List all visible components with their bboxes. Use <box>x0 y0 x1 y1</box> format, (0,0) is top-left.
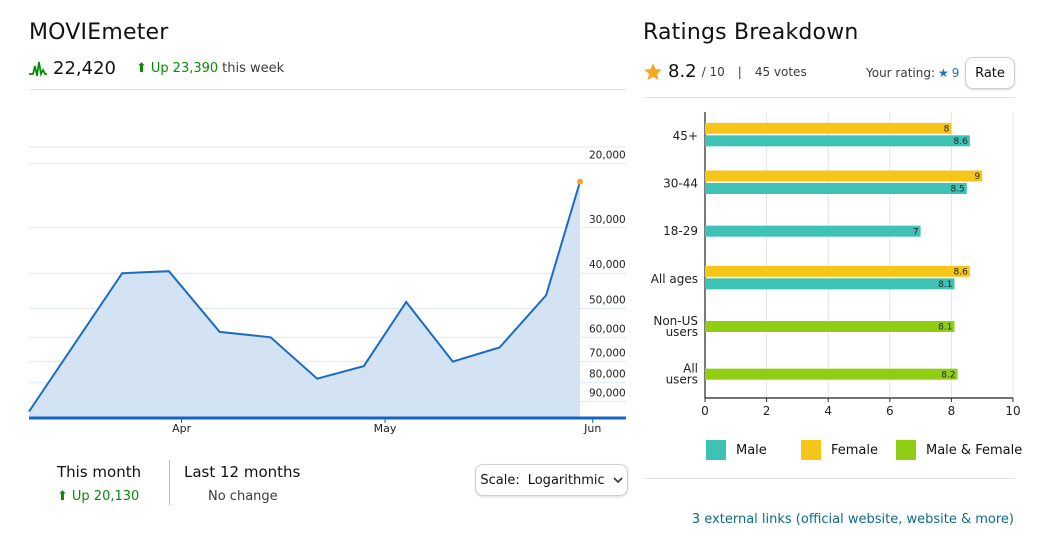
separator: | <box>737 64 742 79</box>
ratings-bottom-divider <box>643 478 1015 479</box>
bar-value-label: 8.1 <box>938 280 952 290</box>
moviemeter-rank: 22,420 <box>53 58 116 79</box>
x-tick-label: 2 <box>763 404 771 418</box>
moviemeter-chart: 20,000 30,000 40,000 50,000 60,000 70,000 80,0… <box>28 146 626 435</box>
category-label: 45+ <box>673 129 698 143</box>
x-tick-label: Apr <box>172 422 192 435</box>
category-label: 18-29 <box>663 224 698 238</box>
legend-both-swatch <box>896 440 916 460</box>
y-tick-label: 70,000 <box>589 348 626 360</box>
moviemeter-title: MOVIEmeter <box>29 20 169 45</box>
bar <box>705 265 970 277</box>
category-label: 30-44 <box>663 177 698 191</box>
vote-count: 45 votes <box>754 64 807 79</box>
category-label: All ages <box>651 272 698 286</box>
bar-value-label: 8.6 <box>954 137 969 147</box>
scale-label: Scale: <box>480 472 520 488</box>
series-line <box>28 181 581 413</box>
scale-value: Logarithmic <box>527 472 605 488</box>
blue-star-icon: ★ <box>938 66 949 80</box>
bar <box>705 122 952 134</box>
trend-prefix: Up <box>150 61 169 76</box>
moviemeter-divider <box>29 89 626 90</box>
trend-value: 23,390 <box>172 61 219 76</box>
bar-value-label: 8.1 <box>938 323 952 333</box>
y-tick-label: 30,000 <box>589 214 626 226</box>
y-tick-label: 50,000 <box>589 294 626 306</box>
x-tick-label: 4 <box>824 404 832 418</box>
pulse-icon <box>29 61 47 77</box>
last-12-months-block: Last 12 months No change <box>184 463 324 504</box>
legend-female-swatch <box>801 440 821 460</box>
y-tick-label: 80,000 <box>589 369 626 381</box>
category-label: users <box>666 373 698 387</box>
legend-both-label: Male & Female <box>926 442 1023 458</box>
bar <box>705 135 970 147</box>
current-point <box>577 178 583 185</box>
bar-value-label: 8.6 <box>954 267 969 277</box>
star-icon <box>644 62 662 80</box>
category-label: All <box>683 362 698 376</box>
arrow-up-icon: ⬆ <box>135 61 147 76</box>
scale-select[interactable]: Scale: Logarithmic <box>475 464 628 496</box>
rating-score: 8.2 <box>668 61 697 82</box>
bar-value-label: 8.5 <box>950 185 964 195</box>
bar <box>705 278 955 290</box>
this-month-block: This month ⬆ Up 20,130 <box>57 463 167 504</box>
last-12-months-value: No change <box>208 489 278 504</box>
legend-both: Male & Female <box>896 440 1022 460</box>
x-tick-label: 0 <box>701 404 709 418</box>
this-month-label: This month <box>57 463 142 481</box>
your-rating-value: 9 <box>951 66 960 80</box>
category-label: users <box>666 325 698 339</box>
category-label: Non-US <box>653 314 698 328</box>
your-rating-label: Your rating: <box>866 66 936 80</box>
external-links-link[interactable]: 3 external links (official website, webs… <box>691 512 1014 527</box>
x-tick-label: Jun <box>583 422 601 435</box>
bar <box>705 170 983 182</box>
stats-separator <box>169 460 170 505</box>
bar-value-label: 7 <box>913 227 919 237</box>
bar <box>705 321 955 332</box>
bar-value-label: 8.2 <box>941 370 955 380</box>
x-tick-label: May <box>374 422 397 435</box>
this-month-value: Up 20,130 <box>71 489 140 504</box>
ratings-title: Ratings Breakdown <box>643 20 859 45</box>
y-tick-label: 60,000 <box>589 323 626 335</box>
your-rating[interactable]: Your rating: ★ 9 <box>866 66 959 80</box>
legend-female-label: Female <box>831 442 879 458</box>
y-tick-label: 20,000 <box>589 150 626 162</box>
ratings-summary: 8.2 / 10 | 45 votes <box>643 61 807 82</box>
ratings-divider <box>643 97 1015 98</box>
moviemeter-summary: 22,420 ⬆ Up 23,390 this week <box>29 58 284 79</box>
last-12-months-label: Last 12 months <box>184 463 301 481</box>
trend-suffix: this week <box>222 61 285 76</box>
rate-button[interactable]: Rate <box>965 57 1015 89</box>
bar <box>705 183 967 194</box>
legend-male-swatch <box>706 440 726 460</box>
x-tick-label: 10 <box>1005 404 1020 418</box>
ratings-chart: 0 2 4 6 8 10 45+ 8 8.6 30-44 9 8.5 18-29 7 All ages 8.6… <box>651 112 1021 418</box>
bar-value-label: 8 <box>944 124 950 134</box>
area-fill <box>29 181 580 418</box>
legend-female: Female <box>801 440 896 460</box>
legend-male-label: Male <box>736 442 767 458</box>
x-tick-label: 8 <box>948 404 956 418</box>
chevron-down-icon <box>613 477 623 484</box>
bar <box>705 368 958 380</box>
rating-out-of: / 10 <box>701 64 725 79</box>
ratings-legend: Male Female Male & Female <box>706 440 1022 460</box>
moviemeter-trend: ⬆ Up 23,390 this week <box>136 61 284 76</box>
y-tick-label: 40,000 <box>589 259 626 271</box>
x-tick-label: 6 <box>886 404 894 418</box>
arrow-up-icon: ⬆ <box>57 489 68 504</box>
bar-value-label: 9 <box>974 172 980 182</box>
y-tick-label: 90,000 <box>589 387 626 399</box>
bar <box>705 225 921 237</box>
legend-male: Male <box>706 440 801 460</box>
